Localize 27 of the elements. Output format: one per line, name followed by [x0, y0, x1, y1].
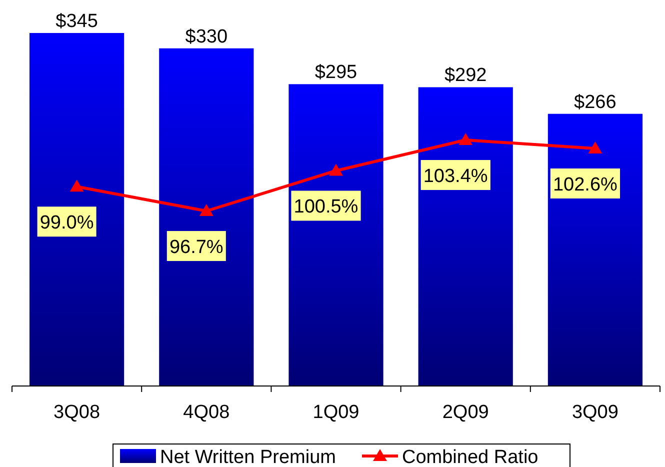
x-tick-label: 3Q09 — [572, 402, 618, 423]
data-label: $330 — [185, 26, 228, 48]
point — [329, 164, 343, 176]
point — [199, 204, 214, 216]
data-label: 102.6% — [552, 174, 618, 196]
point — [588, 141, 602, 154]
x-tick-label: 3Q08 — [54, 402, 100, 423]
legend-label: Net Written Premium — [160, 447, 336, 467]
bar — [29, 33, 124, 386]
bar — [548, 114, 643, 386]
data-label: 100.5% — [294, 196, 358, 218]
data-label: 99.0% — [40, 212, 94, 234]
data-label: $266 — [574, 92, 616, 113]
bar — [288, 84, 384, 386]
point — [70, 180, 84, 192]
data-label: $295 — [314, 62, 358, 84]
bar — [418, 87, 513, 386]
data-label: $345 — [56, 11, 98, 32]
data-label: 103.4% — [423, 166, 488, 187]
bar — [159, 48, 254, 386]
legend-label: Combined Ratio — [402, 447, 538, 467]
data-label: 96.7% — [169, 237, 224, 258]
data-label: $292 — [444, 65, 487, 86]
point — [458, 133, 473, 145]
x-tick-label: 1Q09 — [312, 402, 360, 423]
x-tick-label: 4Q08 — [183, 402, 230, 423]
x-tick-label: 2Q09 — [442, 402, 489, 423]
